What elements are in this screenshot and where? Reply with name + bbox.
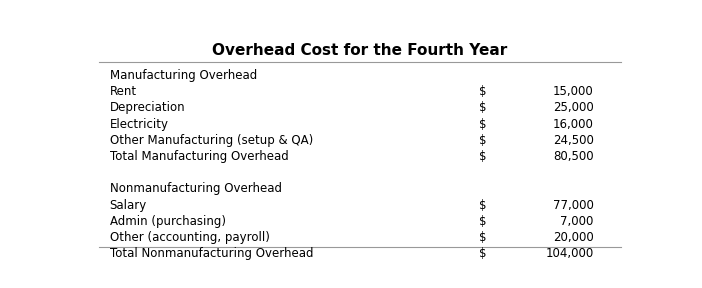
Text: $: $: [479, 85, 487, 98]
Text: $: $: [479, 231, 487, 244]
Text: 15,000: 15,000: [553, 85, 594, 98]
Text: $: $: [479, 199, 487, 212]
Text: Total Manufacturing Overhead: Total Manufacturing Overhead: [110, 150, 289, 163]
Text: 20,000: 20,000: [553, 231, 594, 244]
Text: 24,500: 24,500: [553, 134, 594, 147]
Text: Depreciation: Depreciation: [110, 101, 185, 114]
Text: 7,000: 7,000: [560, 215, 594, 228]
Text: Electricity: Electricity: [110, 118, 168, 131]
Text: $: $: [479, 134, 487, 147]
Text: Overhead Cost for the Fourth Year: Overhead Cost for the Fourth Year: [212, 43, 508, 58]
Text: $: $: [479, 101, 487, 114]
Text: 80,500: 80,500: [553, 150, 594, 163]
Text: Other Manufacturing (setup & QA): Other Manufacturing (setup & QA): [110, 134, 313, 147]
Text: Manufacturing Overhead: Manufacturing Overhead: [110, 69, 257, 82]
Text: 77,000: 77,000: [553, 199, 594, 212]
Text: Nonmanufacturing Overhead: Nonmanufacturing Overhead: [110, 182, 282, 195]
Text: Other (accounting, payroll): Other (accounting, payroll): [110, 231, 270, 244]
Text: Admin (purchasing): Admin (purchasing): [110, 215, 225, 228]
Text: 104,000: 104,000: [545, 247, 594, 260]
Text: Total Nonmanufacturing Overhead: Total Nonmanufacturing Overhead: [110, 247, 313, 260]
Text: 25,000: 25,000: [553, 101, 594, 114]
Text: 16,000: 16,000: [553, 118, 594, 131]
Text: Rent: Rent: [110, 85, 137, 98]
Text: $: $: [479, 150, 487, 163]
Text: Salary: Salary: [110, 199, 147, 212]
Text: $: $: [479, 215, 487, 228]
Text: $: $: [479, 247, 487, 260]
Text: $: $: [479, 118, 487, 131]
